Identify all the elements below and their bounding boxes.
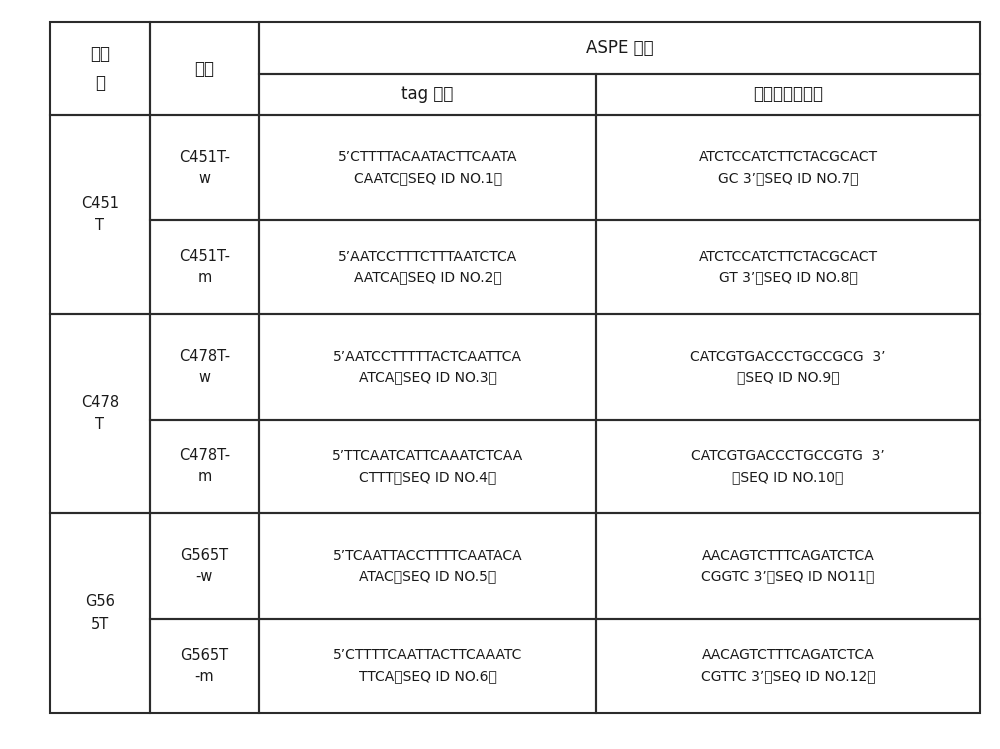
Bar	[50, 513, 150, 712]
Text: 类型: 类型	[194, 60, 214, 78]
Bar	[150, 514, 259, 619]
Bar	[596, 514, 980, 619]
Bar	[150, 115, 259, 220]
Bar	[150, 619, 259, 712]
Bar	[259, 220, 596, 315]
Text: C478
T: C478 T	[81, 395, 119, 432]
Bar	[259, 315, 596, 419]
Bar	[150, 220, 259, 315]
Bar	[259, 419, 596, 514]
Text: tag 序列: tag 序列	[401, 85, 454, 103]
Text: CATCGTGACCCTGCCGTG  3’
（SEQ ID NO.10）: CATCGTGACCCTGCCGTG 3’ （SEQ ID NO.10）	[691, 449, 885, 484]
Text: 5’TTCAATCATTCAAATCTCAA
CTTT（SEQ ID NO.4）: 5’TTCAATCATTCAAATCTCAA CTTT（SEQ ID NO.4）	[332, 449, 523, 484]
Bar	[150, 22, 259, 115]
Bar	[50, 22, 150, 115]
Bar	[596, 220, 980, 315]
Text: ATCTCCATCTTCTACGCACT
GT 3’（SEQ ID NO.8）: ATCTCCATCTTCTACGCACT GT 3’（SEQ ID NO.8）	[698, 250, 878, 285]
Text: C478T-
m: C478T- m	[179, 449, 230, 485]
Text: C451T-
w: C451T- w	[179, 150, 230, 186]
Bar	[50, 115, 150, 315]
Bar	[596, 419, 980, 514]
Text: ATCTCCATCTTCTACGCACT
GC 3’（SEQ ID NO.7）: ATCTCCATCTTCTACGCACT GC 3’（SEQ ID NO.7）	[698, 151, 878, 185]
Text: C478T-
w: C478T- w	[179, 349, 230, 385]
Text: ASPE 引物: ASPE 引物	[586, 39, 653, 57]
Text: 5’AATCCTTTCTTTAATCTCA
AATCA（SEQ ID NO.2）: 5’AATCCTTTCTTTAATCTCA AATCA（SEQ ID NO.2）	[338, 250, 517, 285]
Text: G565T
-w: G565T -w	[180, 548, 228, 584]
Text: 5’CTTTTACAATACTTCAATA
CAATC（SEQ ID NO.1）: 5’CTTTTACAATACTTCAATA CAATC（SEQ ID NO.1）	[338, 151, 517, 185]
Text: AACAGTCTTTCAGATCTCA
CGGTC 3’（SEQ ID NO11）: AACAGTCTTTCAGATCTCA CGGTC 3’（SEQ ID NO11…	[701, 549, 875, 583]
Text: 5’TCAATTACCTTTTCAATACA
ATAC（SEQ ID NO.5）: 5’TCAATTACCTTTTCAATACA ATAC（SEQ ID NO.5）	[333, 549, 522, 583]
Text: CATCGTGACCCTGCCGCG  3’
（SEQ ID NO.9）: CATCGTGACCCTGCCGCG 3’ （SEQ ID NO.9）	[690, 350, 886, 384]
Text: 5’CTTTTCAATTACTTCAAATC
TTCA（SEQ ID NO.6）: 5’CTTTTCAATTACTTCAAATC TTCA（SEQ ID NO.6）	[333, 649, 522, 683]
Bar	[259, 619, 596, 712]
Text: 特异性引物序列: 特异性引物序列	[753, 85, 823, 103]
Bar	[150, 419, 259, 514]
Bar	[596, 619, 980, 712]
Text: C451
T: C451 T	[81, 196, 119, 233]
Bar	[259, 514, 596, 619]
Text: 基因
型: 基因 型	[90, 45, 110, 92]
Bar	[259, 115, 596, 220]
Bar	[596, 315, 980, 419]
Text: C451T-
m: C451T- m	[179, 249, 230, 285]
Bar	[150, 315, 259, 419]
Bar	[259, 22, 980, 73]
Text: G56
5T: G56 5T	[85, 595, 115, 631]
Bar	[50, 315, 150, 514]
Bar	[596, 73, 980, 115]
Text: AACAGTCTTTCAGATCTCA
CGTTC 3’（SEQ ID NO.12）: AACAGTCTTTCAGATCTCA CGTTC 3’（SEQ ID NO.1…	[701, 649, 875, 683]
Bar	[596, 115, 980, 220]
Bar	[259, 73, 596, 115]
Text: 5’AATCCTTTTTACTCAATTCA
ATCA（SEQ ID NO.3）: 5’AATCCTTTTTACTCAATTCA ATCA（SEQ ID NO.3）	[333, 350, 522, 384]
Text: G565T
-m: G565T -m	[180, 648, 228, 684]
